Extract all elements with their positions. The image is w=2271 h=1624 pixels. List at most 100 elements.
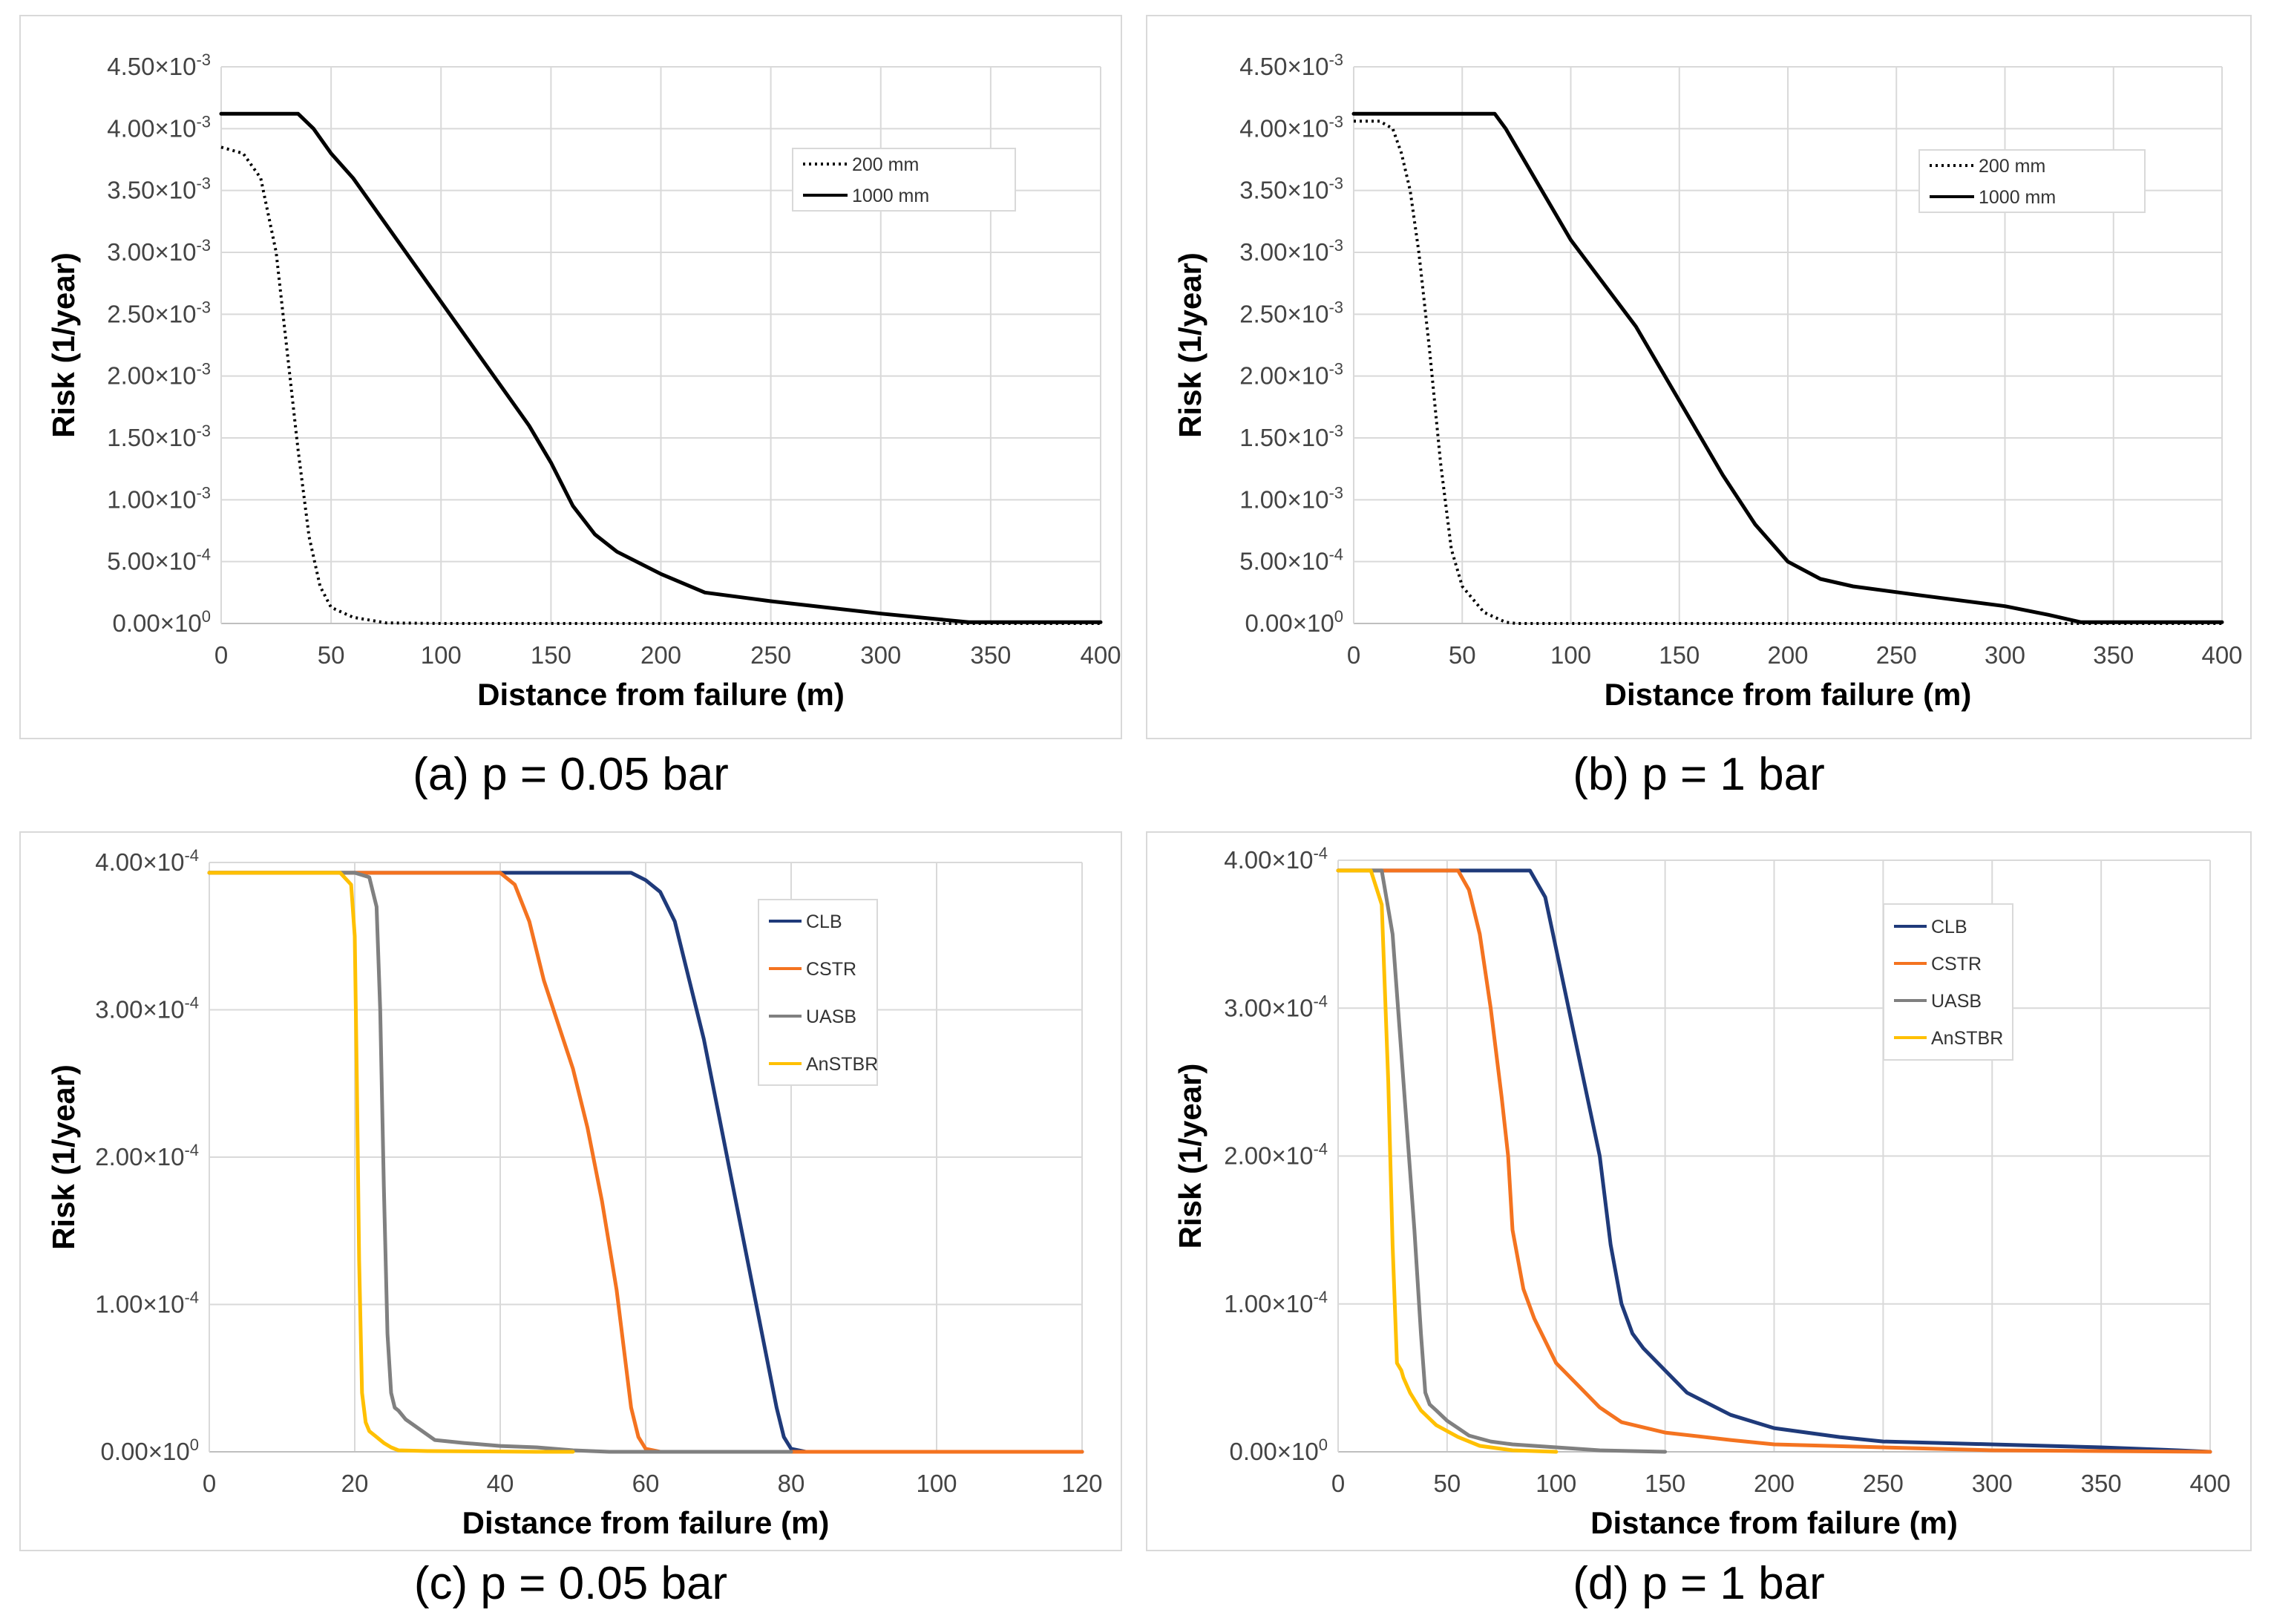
y-tick-label: 3.00×10-4	[1224, 992, 1328, 1021]
x-tick-label: 400	[2201, 641, 2242, 669]
legend: 200 mm 1000 mm	[1918, 149, 2146, 213]
y-tick-label: 1.00×10-4	[1224, 1288, 1328, 1317]
chart-panel-b: 0 50 100 150 200 250 300 350 400 0.00×100 5.00×10-…	[1146, 15, 2252, 739]
x-tick-label: 100	[916, 1470, 957, 1497]
series-line-uasb	[207, 871, 793, 1454]
y-tick-label: 3.50×10-3	[1239, 174, 1343, 204]
y-tick-label: 4.00×10-4	[1224, 844, 1328, 874]
x-tick-label: 0	[203, 1470, 216, 1497]
legend-label: UASB	[806, 1006, 856, 1027]
x-tick-label: 60	[632, 1470, 660, 1497]
y-tick-label: 4.50×10-3	[107, 50, 211, 80]
x-tick-label: 400	[1080, 641, 1121, 669]
x-tick-label: 250	[1863, 1470, 1904, 1497]
x-tick-label: 350	[970, 641, 1011, 669]
legend: 200 mm 1000 mm	[792, 148, 1016, 212]
caption-c: (c) p = 0.05 bar	[413, 1558, 728, 1609]
caption-d: (d) p = 1 bar	[1573, 1558, 1825, 1609]
x-tick-label: 120	[1061, 1470, 1102, 1497]
y-tick-label: 2.00×10-4	[95, 1141, 199, 1170]
y-axis-title: Risk (1/year)	[46, 252, 81, 438]
chart-b: 0 50 100 150 200 250 300 350 400 0.00×100 5.00×10-…	[1173, 50, 2243, 712]
series-line-200-mm	[220, 145, 1101, 625]
y-tick-label: 2.00×10-4	[1224, 1140, 1328, 1170]
x-tick-label: 250	[1876, 641, 1917, 669]
x-tick-label: 50	[318, 641, 345, 669]
series-line-200-mm	[1354, 119, 2222, 625]
x-axis-title: Distance from failure (m)	[1605, 677, 1972, 712]
y-tick-label: 4.50×10-3	[1239, 50, 1343, 80]
y-tick-label: 2.00×10-3	[107, 360, 211, 390]
y-tick-label: 4.00×10-3	[107, 112, 211, 142]
series-line-anstbr	[207, 871, 575, 1454]
x-tick-label: 400	[2189, 1470, 2230, 1497]
legend-box	[1918, 149, 2146, 213]
series-line-1000-mm	[1351, 111, 2224, 624]
y-tick-label: 1.50×10-3	[1239, 422, 1343, 451]
y-tick-label: 1.00×10-3	[1239, 483, 1343, 513]
x-tick-label: 50	[1434, 1470, 1461, 1497]
x-axis-title: Distance from failure (m)	[477, 677, 845, 712]
legend-box	[1883, 903, 2013, 1061]
y-tick-label: 0.00×100	[101, 1435, 199, 1465]
legend-label: AnSTBR	[1931, 1028, 2003, 1049]
legend-label: CSTR	[806, 959, 856, 980]
legend-label: 200 mm	[852, 154, 919, 175]
y-tick-label: 1.00×10-3	[107, 483, 211, 513]
y-tick-label: 3.00×10-3	[1239, 236, 1343, 266]
x-tick-label: 150	[1645, 1470, 1685, 1497]
y-tick-label: 4.00×10-4	[95, 846, 199, 876]
series-line-anstbr	[1336, 868, 1559, 1454]
series-line-clb	[207, 871, 1084, 1454]
series-line-uasb	[1336, 868, 1668, 1454]
y-tick-label: 4.00×10-3	[1239, 112, 1343, 142]
x-tick-label: 200	[1767, 641, 1808, 669]
x-tick-label: 0	[1347, 641, 1360, 669]
x-tick-label: 300	[1972, 1470, 2013, 1497]
y-tick-label: 2.00×10-3	[1239, 360, 1343, 390]
x-tick-label: 300	[1985, 641, 2025, 669]
chart-a: 0 50 100 150 200 250 300 350 400 0.00×100 5.00×10-…	[46, 50, 1121, 712]
y-tick-label: 5.00×10-4	[1239, 546, 1343, 575]
legend-label: 1000 mm	[1979, 187, 2056, 208]
x-tick-label: 100	[1536, 1470, 1576, 1497]
caption-a: (a) p = 0.05 bar	[413, 749, 729, 800]
x-tick-label: 350	[2093, 641, 2134, 669]
legend-label: CSTR	[1931, 954, 1982, 975]
chart-d: 0 50 100 150 200 250 300 350 400 0.00×100 1.00×10-…	[1173, 844, 2231, 1540]
x-tick-label: 50	[1449, 641, 1476, 669]
x-tick-label: 300	[860, 641, 901, 669]
x-tick-label: 100	[421, 641, 462, 669]
y-tick-label: 3.50×10-3	[107, 174, 211, 204]
legend-label: UASB	[1931, 991, 1982, 1012]
chart-panel-a: 0 50 100 150 200 250 300 350 400 0.00×100 5.00×10-…	[19, 15, 1122, 739]
legend-label: 200 mm	[1979, 156, 2045, 177]
series-line-1000-mm	[219, 111, 1103, 624]
x-tick-label: 200	[1754, 1470, 1795, 1497]
y-tick-label: 2.50×10-3	[107, 298, 211, 327]
x-axis-title: Distance from failure (m)	[1590, 1505, 1958, 1540]
x-tick-label: 100	[1550, 641, 1591, 669]
x-tick-label: 150	[531, 641, 571, 669]
y-tick-label: 0.00×100	[1245, 607, 1343, 637]
chart-panel-c: 0 20 40 60 80 100 120 0.00×100 1.00×10-4 2.00×10-…	[19, 831, 1122, 1551]
legend-label: CLB	[806, 911, 842, 932]
y-tick-label: 0.00×100	[113, 607, 211, 637]
legend-box	[792, 148, 1016, 212]
y-axis-title: Risk (1/year)	[1173, 252, 1207, 438]
x-tick-label: 200	[640, 641, 681, 669]
y-axis-title: Risk (1/year)	[46, 1064, 81, 1250]
x-tick-label: 0	[1331, 1470, 1345, 1497]
y-tick-label: 3.00×10-3	[107, 236, 211, 266]
legend-box	[758, 899, 878, 1086]
x-tick-label: 250	[750, 641, 791, 669]
x-tick-label: 80	[778, 1470, 805, 1497]
series-line-clb	[1336, 868, 2212, 1454]
y-tick-label: 2.50×10-3	[1239, 298, 1343, 327]
x-axis-title: Distance from failure (m)	[462, 1505, 830, 1540]
x-tick-label: 350	[2081, 1470, 2122, 1497]
series-line-cstr	[207, 871, 1084, 1454]
series-line-cstr	[1336, 868, 2212, 1454]
legend: CLB CSTR UASB AnSTBR	[1883, 903, 2013, 1061]
y-tick-label: 1.50×10-3	[107, 422, 211, 451]
